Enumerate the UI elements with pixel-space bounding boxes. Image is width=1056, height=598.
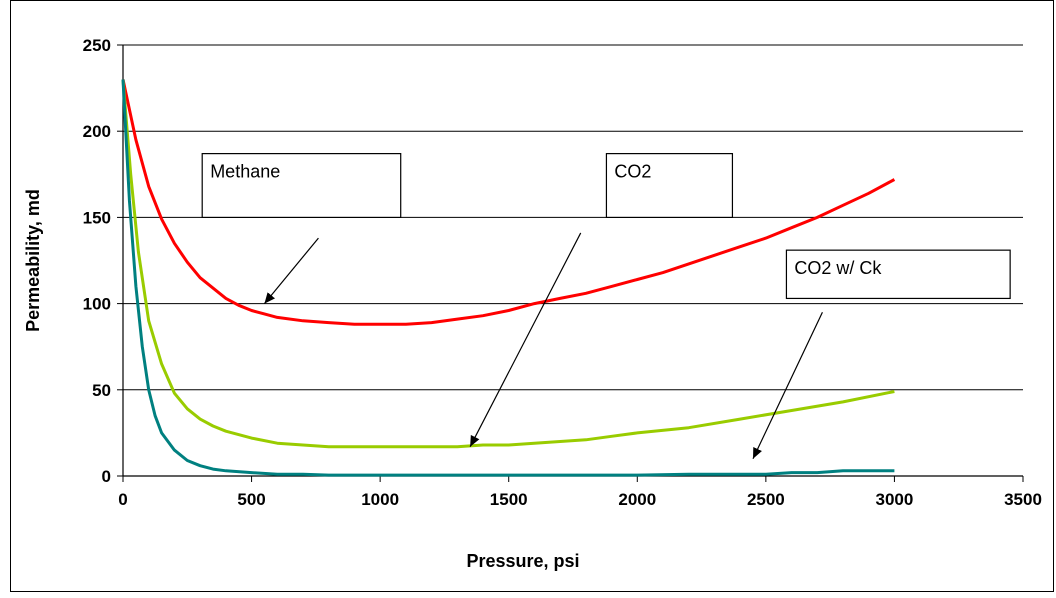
- callout-arrow-co2-w-ck: [752, 311, 823, 460]
- x-tick-label: 1500: [490, 490, 528, 509]
- series-line-co2-w-ck: [121, 79, 895, 477]
- x-tick-label: 1000: [361, 490, 399, 509]
- callout-label-co2-w-ck: CO2 w/ Ck: [794, 258, 882, 278]
- callout-label-co2: CO2: [614, 162, 651, 182]
- y-tick-label: 150: [83, 208, 111, 227]
- x-tick-label: 3500: [1004, 490, 1042, 509]
- annotations: Methane CO2 CO2 w/ Ck: [201, 153, 1011, 460]
- y-axis-title: Permeability, md: [23, 189, 43, 332]
- callout-box-co2-w-ck: [785, 249, 1011, 300]
- x-tick-label: 500: [237, 490, 265, 509]
- series-line-co2: [121, 79, 895, 449]
- y-tick-label: 0: [102, 467, 111, 486]
- x-tick-label: 2500: [747, 490, 785, 509]
- chart-frame: 0 50 100 150 200 250 0 500 1000 1500 2000 2500 3000 3…: [10, 0, 1054, 592]
- axis-labels: Pressure, psi Permeability, md: [23, 189, 580, 571]
- callout-arrow-co2: [469, 232, 582, 447]
- series-line-methane: [121, 79, 896, 326]
- y-tick-label: 250: [83, 36, 111, 55]
- callout-label-methane: Methane: [210, 162, 280, 182]
- y-tick-label: 100: [83, 295, 111, 314]
- x-tick-label: 0: [118, 490, 127, 509]
- y-tick-label: 200: [83, 122, 111, 141]
- x-tick-label: 3000: [876, 490, 914, 509]
- x-tick-label: 2000: [618, 490, 656, 509]
- series-lines: [121, 79, 896, 477]
- callout-box-co2: [605, 153, 734, 218]
- x-axis-title: Pressure, psi: [466, 551, 579, 571]
- callout-arrow-methane: [263, 237, 319, 304]
- callout-box-methane: [201, 153, 402, 218]
- y-tick-label: 50: [92, 381, 111, 400]
